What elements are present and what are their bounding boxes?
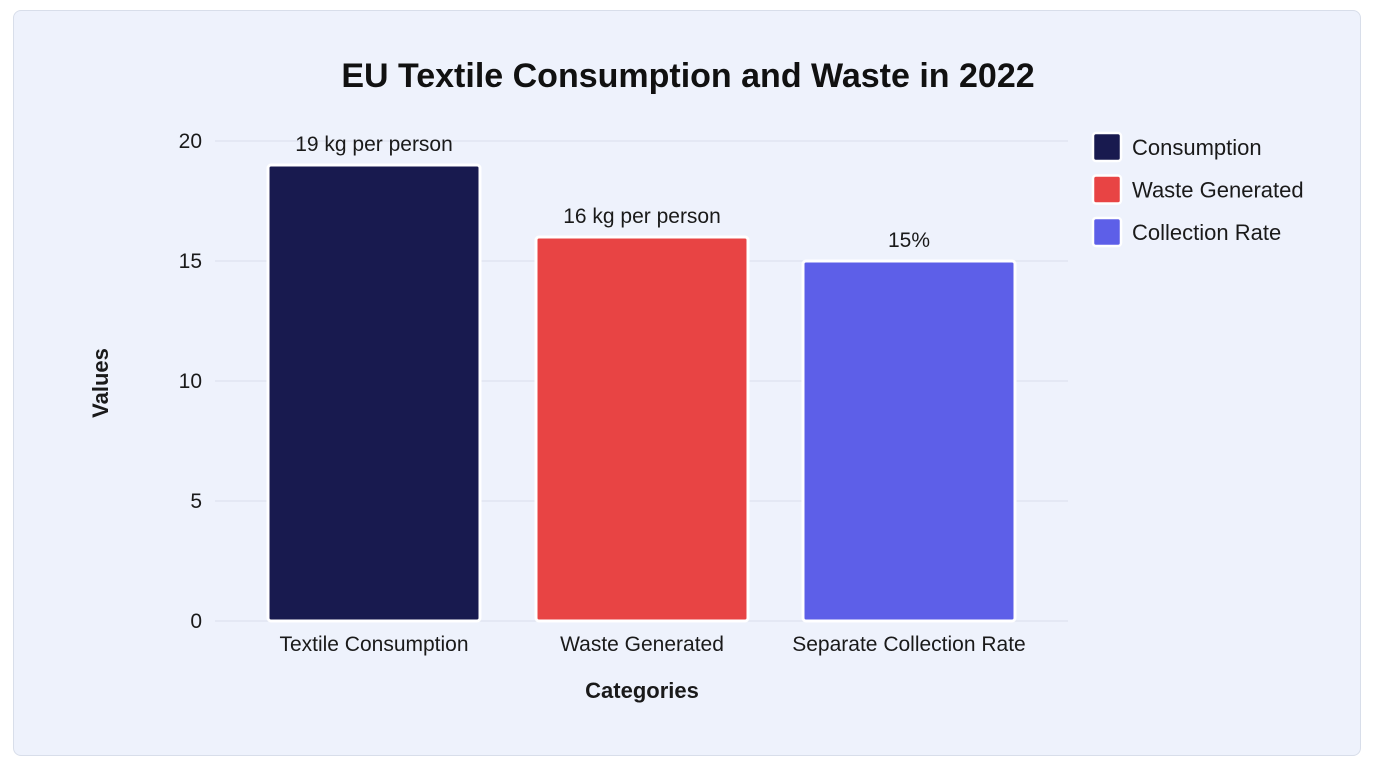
bars: [266, 163, 1017, 623]
bar: [266, 163, 482, 623]
legend-label: Consumption: [1132, 135, 1262, 160]
data-label: 15%: [888, 229, 930, 252]
y-axis-label: Values: [88, 348, 113, 418]
legend-label: Waste Generated: [1132, 178, 1304, 203]
bar: [534, 235, 750, 623]
x-tick-label: Waste Generated: [560, 633, 724, 656]
y-tick-label: 10: [179, 370, 202, 393]
legend-swatch: [1091, 216, 1123, 248]
bar: [801, 259, 1017, 623]
y-tick-label: 20: [179, 130, 202, 153]
x-tick-label: Textile Consumption: [279, 633, 468, 656]
y-tick-label: 15: [179, 250, 202, 273]
y-tick-label: 5: [190, 490, 202, 513]
data-labels: 19 kg per person 16 kg per person 15%: [295, 133, 930, 252]
data-label: 16 kg per person: [563, 205, 721, 228]
legend-swatch: [1091, 174, 1123, 205]
chart-title: EU Textile Consumption and Waste in 2022: [341, 57, 1034, 95]
legend-swatch: [1091, 131, 1123, 163]
x-axis-ticks: Textile Consumption Waste Generated Separa…: [279, 633, 1025, 656]
legend-label: Collection Rate: [1132, 220, 1281, 245]
y-tick-label: 0: [190, 610, 202, 633]
data-label: 19 kg per person: [295, 133, 453, 156]
legend: Consumption Waste Generated Collection Rat…: [1091, 131, 1304, 248]
x-tick-label: Separate Collection Rate: [792, 633, 1025, 656]
x-axis-label: Categories: [585, 678, 699, 703]
y-axis-ticks: 0 5 10 15 20: [179, 130, 202, 633]
